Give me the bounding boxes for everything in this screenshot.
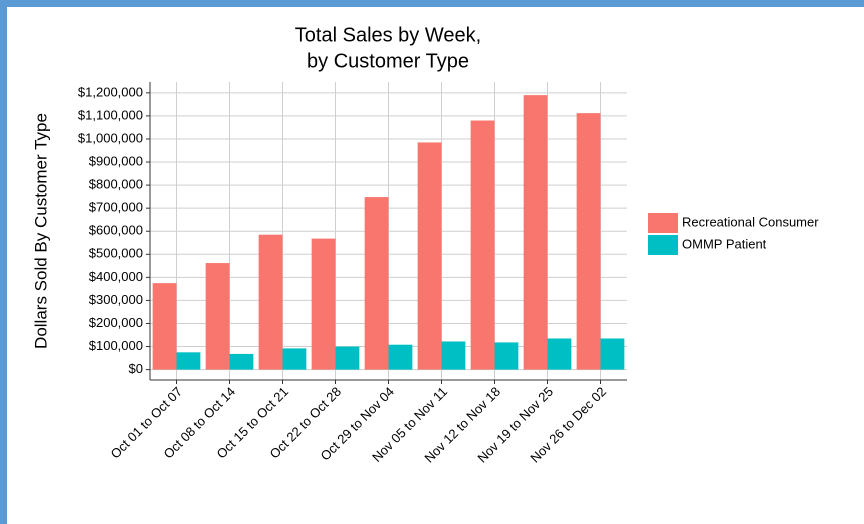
frame-left <box>0 0 7 524</box>
bar <box>176 352 201 370</box>
bar <box>364 197 389 370</box>
bar <box>152 283 177 370</box>
bar <box>441 341 466 370</box>
bar <box>205 263 230 370</box>
y-tick-label: $300,000 <box>89 292 143 307</box>
bar <box>258 234 283 370</box>
bar <box>523 95 548 370</box>
bar <box>494 342 519 370</box>
y-tick-label: $800,000 <box>89 177 143 192</box>
bar <box>229 353 254 370</box>
y-tick-label: $1,100,000 <box>78 107 143 122</box>
chart-title: Total Sales by Week, <box>295 24 481 46</box>
bar <box>335 346 360 370</box>
y-tick-label: $100,000 <box>89 338 143 353</box>
bar <box>282 348 307 370</box>
y-tick-label: $600,000 <box>89 223 143 238</box>
legend-swatch <box>648 235 678 255</box>
bar <box>417 142 442 370</box>
bar <box>576 113 601 370</box>
bar <box>311 238 336 370</box>
y-tick-label: $0 <box>129 361 143 376</box>
y-tick-label: $500,000 <box>89 246 143 261</box>
bar <box>547 338 572 370</box>
y-tick-label: $1,200,000 <box>78 84 143 99</box>
legend-swatch <box>648 213 678 233</box>
y-tick-label: $400,000 <box>89 269 143 284</box>
bar <box>388 344 413 370</box>
y-tick-label: $700,000 <box>89 200 143 215</box>
chart-title: by Customer Type <box>307 50 469 72</box>
legend-label: OMMP Patient <box>682 236 767 251</box>
y-tick-label: $1,000,000 <box>78 130 143 145</box>
bar <box>470 120 495 370</box>
bar <box>600 338 625 370</box>
legend-label: Recreational Consumer <box>682 214 819 229</box>
y-tick-label: $200,000 <box>89 315 143 330</box>
y-tick-label: $900,000 <box>89 153 143 168</box>
frame-top <box>0 0 864 7</box>
y-axis-title: Dollars Sold By Customer Type <box>31 113 50 349</box>
